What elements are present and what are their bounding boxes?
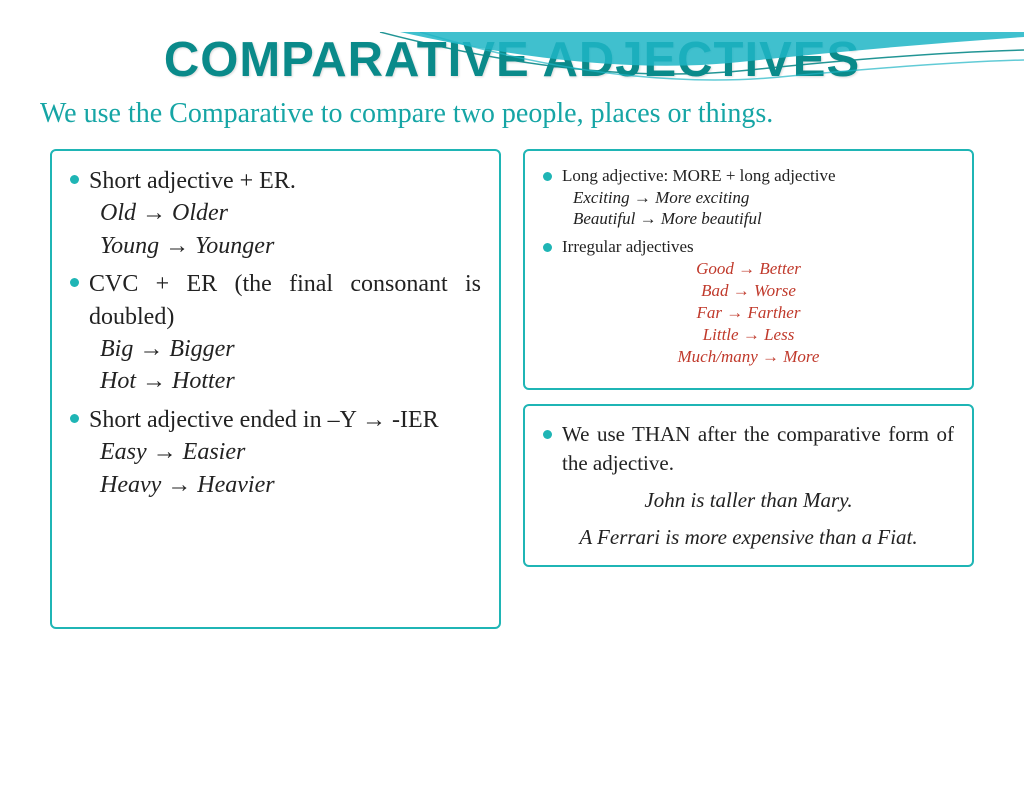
irregular-much: Much/many → More [543, 346, 954, 368]
example-heavy: Heavy → Heavier [100, 469, 481, 501]
main-title: COMPARATIVE ADJECTIVES [0, 32, 1024, 88]
rule-long-more: Long adjective: MORE + long adjective [562, 165, 836, 187]
example-ferrari: A Ferrari is more expensive than a Fiat. [543, 524, 954, 551]
bullet-icon [70, 414, 79, 423]
bullet-icon [543, 172, 552, 181]
example-old: Old → Older [100, 197, 481, 229]
left-column: Short adjective + ER. Old → Older Young … [50, 149, 501, 629]
rule-short-er: Short adjective + ER. [89, 165, 296, 197]
irregular-little: Little → Less [543, 324, 954, 346]
irregular-far: Far → Farther [543, 302, 954, 324]
example-easy: Easy → Easier [100, 436, 481, 468]
rule-long-post: + long adjective [722, 166, 836, 185]
rule-irregular: Irregular adjectives [562, 236, 694, 258]
rule-y-ier: Short adjective ended in –Y → -IER [89, 404, 439, 436]
example-young: Young → Younger [100, 230, 481, 262]
rule-cvc: CVC + ER (the final consonant is doubled… [89, 268, 481, 333]
content-columns: Short adjective + ER. Old → Older Young … [0, 149, 1024, 629]
rule-than: We use THAN after the comparative form o… [562, 420, 954, 477]
example-big: Big → Bigger [100, 333, 481, 365]
short-adjectives-box: Short adjective + ER. Old → Older Young … [50, 149, 501, 629]
more-keyword: MORE [672, 166, 721, 185]
example-beautiful: Beautiful → More beautiful [573, 208, 954, 229]
right-column: Long adjective: MORE + long adjective Ex… [523, 149, 974, 629]
irregular-bad: Bad → Worse [543, 280, 954, 302]
bullet-icon [70, 175, 79, 184]
than-pre: We use [562, 422, 632, 446]
irregular-good: Good → Better [543, 258, 954, 280]
example-exciting: Exciting → More exciting [573, 187, 954, 208]
example-hot: Hot → Hotter [100, 365, 481, 397]
rule-long-pre: Long adjective: [562, 166, 672, 185]
than-usage-box: We use THAN after the comparative form o… [523, 404, 974, 567]
subtitle: We use the Comparative to compare two pe… [40, 96, 984, 131]
bullet-icon [543, 243, 552, 252]
bullet-icon [543, 430, 552, 439]
bullet-icon [70, 278, 79, 287]
than-keyword: THAN [632, 422, 690, 446]
example-john: John is taller than Mary. [543, 487, 954, 514]
long-irregular-box: Long adjective: MORE + long adjective Ex… [523, 149, 974, 390]
